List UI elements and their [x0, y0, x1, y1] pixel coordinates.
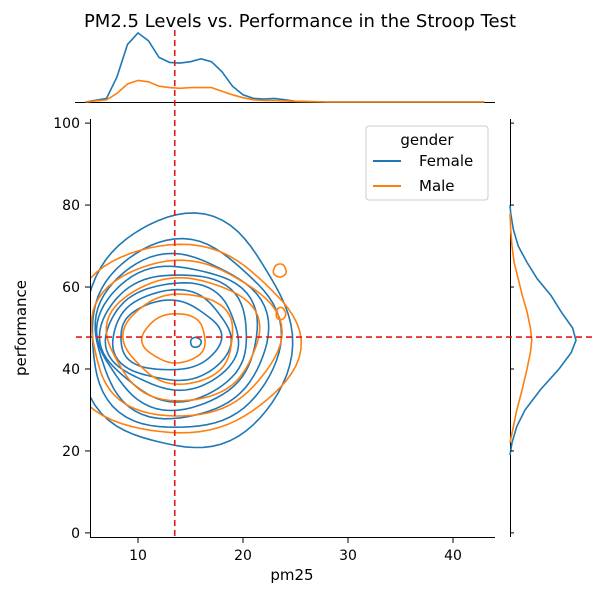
male-contour-3	[122, 293, 234, 386]
male-contour-4	[140, 313, 206, 364]
legend-frame	[365, 125, 489, 201]
male-y-marginal-density	[509, 213, 533, 443]
female-contour-2	[94, 252, 270, 420]
legend-label-male: Male	[419, 177, 455, 195]
female-contour-3	[95, 265, 259, 412]
female-contour-4	[98, 274, 248, 403]
legend-label-female: Female	[419, 152, 473, 170]
y-tick-label: 60	[62, 280, 80, 296]
legend: gender Female Male	[365, 125, 489, 201]
male-contour-0	[90, 243, 303, 434]
female-contour-8	[189, 336, 202, 348]
female-x-marginal-density	[85, 31, 485, 103]
x-axis-label: pm25	[270, 566, 313, 584]
male-x-marginal-density	[85, 79, 485, 103]
main-plot-area: 10 20 30 40 0 20 40 60 80 100 pm25 performance	[12, 30, 595, 584]
x-tick-label: 30	[339, 548, 357, 564]
female-contour-7	[120, 299, 223, 371]
y-tick-label: 0	[71, 526, 80, 542]
female-contour-6	[111, 288, 233, 382]
male-contour-2	[105, 277, 261, 402]
x-marginal-plot	[75, 31, 495, 103]
male-contour-6	[275, 306, 287, 321]
male-contour-5	[272, 263, 287, 278]
chart-title: PM2.5 Levels vs. Performance in the Stro…	[84, 11, 516, 32]
x-tick-label: 10	[129, 548, 147, 564]
male-contour-1	[90, 259, 283, 417]
female-contour-0	[90, 212, 294, 449]
x-tick-label: 20	[234, 548, 252, 564]
y-marginal-plot	[509, 119, 577, 537]
y-tick-label: 100	[53, 116, 80, 132]
y-tick-label: 40	[62, 362, 80, 378]
legend-title: gender	[400, 131, 454, 149]
x-tick-label: 40	[444, 548, 462, 564]
y-tick-label: 80	[62, 198, 80, 214]
y-tick-label: 20	[62, 444, 80, 460]
female-contour-5	[104, 281, 240, 392]
y-axis-label: performance	[12, 280, 30, 376]
female-y-marginal-density	[509, 205, 577, 456]
